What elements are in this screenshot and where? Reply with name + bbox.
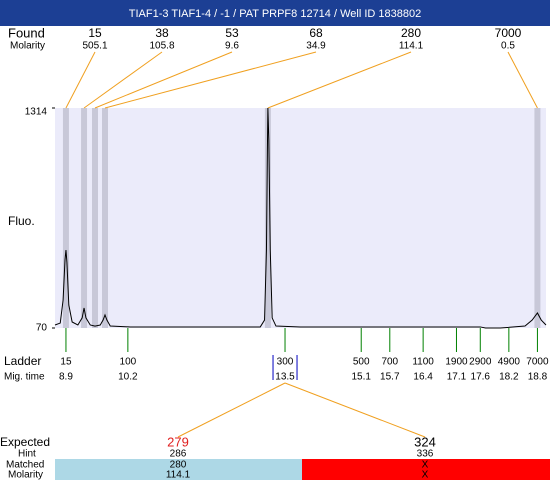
peak-molarity: 105.8: [149, 41, 174, 52]
mig-time-label: Mig. time: [4, 372, 45, 383]
peak-connector: [65, 51, 96, 109]
y-tick-label: 70: [36, 323, 48, 334]
peak-size: 280: [401, 26, 421, 40]
found-molarity-label: Molarity: [10, 41, 45, 52]
title: TIAF1-3 TIAF1-4 / -1 / PAT PRPF8 12714 /…: [129, 8, 421, 20]
peak-molarity: 34.9: [306, 41, 326, 52]
peak-band: [92, 108, 99, 328]
ladder-size: 500: [353, 357, 370, 368]
ladder-size: 4900: [498, 357, 521, 368]
expected-molarity-label: Molarity: [8, 470, 43, 480]
matched-molarity: 114.1: [166, 470, 191, 480]
ladder-time: 10.2: [118, 372, 138, 383]
peak-band: [62, 108, 69, 328]
matched-label: Matched: [6, 460, 44, 471]
ladder-size: 100: [120, 357, 137, 368]
expected-connector: [284, 382, 426, 438]
peak-connector: [507, 51, 538, 109]
peak-molarity: 114.1: [399, 41, 424, 52]
peak-size: 68: [309, 26, 323, 40]
peak-band: [81, 108, 88, 328]
ladder-size: 2900: [469, 357, 492, 368]
peak-connector: [83, 51, 163, 109]
ladder-time: 17.1: [447, 372, 467, 383]
peak-molarity: 505.1: [82, 41, 107, 52]
hint-size: 286: [170, 449, 187, 460]
peak-connector: [267, 51, 412, 109]
matched-size: 280: [170, 460, 187, 471]
ladder-time: 18.2: [499, 372, 519, 383]
ladder-time: 16.4: [413, 372, 433, 383]
expected-label: Expected: [0, 435, 50, 449]
ladder-size: 1900: [445, 357, 468, 368]
peak-size: 15: [88, 26, 102, 40]
peak-molarity: 9.6: [225, 41, 239, 52]
y-tick-label: 1314: [25, 107, 48, 118]
ladder-size: 1100: [412, 357, 434, 368]
match-bar: [302, 459, 550, 480]
matched-size: X: [422, 460, 429, 471]
ladder-label: Ladder: [4, 354, 41, 368]
expected-size: 279: [167, 434, 189, 449]
peak-size: 38: [155, 26, 169, 40]
peak-connector: [94, 51, 233, 109]
hint-label: Hint: [18, 449, 36, 460]
ladder-time: 18.8: [528, 372, 548, 383]
y-axis-label: Fluo.: [8, 214, 35, 228]
ladder-time: 17.6: [471, 372, 491, 383]
ladder-time: 15.1: [351, 372, 371, 383]
peak-connector: [104, 51, 317, 109]
ladder-size: 15: [60, 357, 72, 368]
ladder-size: 300: [277, 357, 294, 368]
plot-area: [55, 108, 546, 328]
peak-size: 53: [225, 26, 239, 40]
match-bar: [55, 459, 302, 480]
peak-band: [534, 108, 541, 328]
title-bar: [0, 0, 550, 26]
ladder-size: 7000: [526, 357, 549, 368]
expected-connector: [177, 382, 286, 438]
ladder-time: 8.9: [59, 372, 73, 383]
hint-size: 336: [417, 449, 434, 460]
matched-molarity: X: [422, 470, 429, 480]
peak-band: [264, 108, 271, 328]
peak-band: [102, 108, 109, 328]
trace: [54, 107, 547, 329]
expected-size: 324: [414, 434, 436, 449]
found-label: Found: [8, 25, 45, 40]
ladder-time: 13.5: [275, 372, 295, 383]
ladder-size: 700: [381, 357, 398, 368]
peak-molarity: 0.5: [501, 41, 515, 52]
peak-size: 7000: [495, 26, 522, 40]
ladder-time: 15.7: [380, 372, 400, 383]
